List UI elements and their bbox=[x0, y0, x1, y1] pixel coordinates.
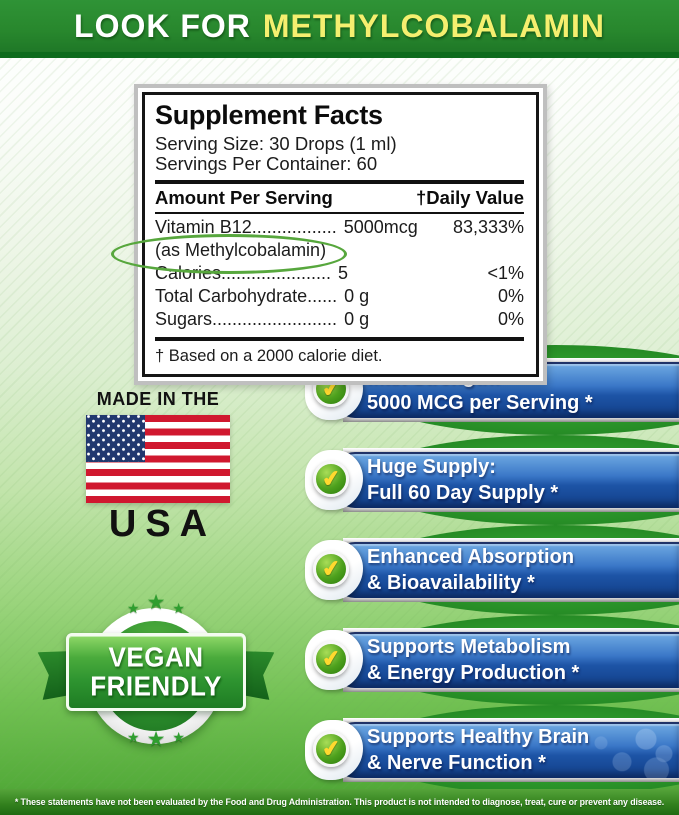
benefit-banner-huge-supply: ✔ Huge Supply: Full 60 Day Supply * bbox=[305, 435, 679, 525]
row-amount: 5000mcg bbox=[343, 217, 418, 238]
flag-canton bbox=[86, 415, 145, 463]
silver-bar bbox=[343, 538, 679, 544]
serving-size: Serving Size: 30 Drops (1 ml) bbox=[155, 133, 397, 154]
checkmark-icon: ✔ bbox=[313, 461, 349, 497]
silver-bar bbox=[343, 448, 679, 454]
benefit-banner-enhanced-absorption: ✔ Enhanced Absorption & Bioavailability … bbox=[305, 525, 679, 615]
top-banner-prefix: LOOK FOR bbox=[74, 8, 251, 44]
silver-bar bbox=[343, 506, 679, 512]
benefit-banner-supports-metabolism: ✔ Supports Metabolism & Energy Productio… bbox=[305, 615, 679, 705]
made-in-usa-block: MADE IN THE USA bbox=[78, 389, 238, 543]
supplement-facts-title: Supplement Facts bbox=[155, 100, 383, 130]
decorative-floral-pattern bbox=[529, 724, 679, 778]
vegan-label: VEGAN bbox=[108, 641, 204, 673]
row-amount: 5 bbox=[338, 263, 349, 284]
row-label: Sugars......................... bbox=[155, 309, 338, 330]
star-icon: ★ bbox=[146, 591, 166, 614]
supplement-facts-inner: Supplement Facts Serving Size: 30 Drops … bbox=[111, 92, 539, 377]
star-icon: ★ bbox=[127, 600, 140, 616]
benefit-line1: Supports Metabolism bbox=[367, 636, 571, 658]
table-row-total-carbohydrate: Total Carbohydrate...... 0 g 0% bbox=[155, 285, 524, 308]
silver-bar bbox=[343, 628, 679, 634]
benefit-line1: Enhanced Absorption bbox=[367, 546, 575, 568]
calorie-diet-footnote: † Based on a 2000 calorie diet. bbox=[155, 347, 383, 366]
silver-bar bbox=[343, 718, 679, 724]
badge-ribbon: VEGAN FRIENDLY bbox=[66, 633, 246, 711]
benefit-line1: Supports Healthy Brain bbox=[367, 726, 590, 748]
blue-ribbon bbox=[335, 722, 679, 778]
divider bbox=[155, 212, 524, 215]
row-dv: 83,333% bbox=[452, 217, 524, 238]
divider bbox=[155, 179, 524, 184]
badge-stars-top: ★ ★ ★ bbox=[40, 590, 272, 616]
row-dv: <1% bbox=[487, 263, 524, 284]
friendly-label: FRIENDLY bbox=[90, 670, 222, 702]
benefit-line2: & Energy Production * bbox=[367, 662, 580, 684]
star-icon: ★ bbox=[172, 600, 185, 616]
usa-flag-icon bbox=[86, 415, 230, 503]
top-banner-highlight: METHYLCOBALAMIN bbox=[262, 8, 605, 44]
fda-disclaimer-bar: * These statements have not been evaluat… bbox=[0, 789, 679, 815]
amount-per-serving-header: Amount Per Serving bbox=[155, 186, 333, 208]
row-label: Calories...................... bbox=[155, 263, 332, 284]
benefit-text: Huge Supply: Full 60 Day Supply * bbox=[367, 454, 558, 506]
check-glyph: ✔ bbox=[320, 464, 342, 493]
table-row-calories: Calories...................... 5 <1% bbox=[155, 262, 524, 285]
star-icon: ★ bbox=[127, 729, 140, 745]
check-glyph: ✔ bbox=[320, 554, 342, 583]
checkmark-icon: ✔ bbox=[313, 641, 349, 677]
row-dv bbox=[326, 239, 524, 262]
made-in-the-label: MADE IN THE bbox=[96, 389, 220, 409]
blue-ribbon bbox=[335, 452, 679, 508]
benefit-text: Supports Metabolism & Energy Production … bbox=[367, 634, 579, 686]
row-label: Total Carbohydrate...... bbox=[155, 286, 338, 307]
badge-stars-bottom: ★ ★ ★ bbox=[40, 727, 272, 752]
checkmark-icon: ✔ bbox=[313, 551, 349, 587]
benefit-line2: & Nerve Function * bbox=[367, 752, 546, 774]
row-amount: 0 g bbox=[344, 309, 370, 330]
silver-bar bbox=[343, 686, 679, 692]
divider bbox=[155, 337, 524, 342]
benefit-line2: Full 60 Day Supply * bbox=[367, 482, 559, 504]
benefit-text: Enhanced Absorption & Bioavailability * bbox=[367, 544, 574, 596]
row-amount: 0 g bbox=[344, 286, 370, 307]
row-label: (as Methylcobalamin) bbox=[155, 240, 327, 261]
silver-bar bbox=[343, 776, 679, 782]
top-banner: LOOK FOR METHYLCOBALAMIN bbox=[0, 0, 679, 58]
table-row-sugars: Sugars......................... 0 g 0% bbox=[155, 308, 524, 331]
star-icon: ★ bbox=[172, 729, 185, 745]
benefit-line1: Huge Supply: bbox=[367, 456, 496, 478]
fda-disclaimer-text: * These statements have not been evaluat… bbox=[14, 797, 665, 807]
benefit-text: Supports Healthy Brain & Nerve Function … bbox=[367, 724, 589, 776]
star-icon: ★ bbox=[146, 728, 166, 751]
table-row-methylcobalamin: (as Methylcobalamin) bbox=[111, 234, 524, 275]
servings-per-container: Servings Per Container: 60 bbox=[155, 152, 378, 174]
row-dv: 0% bbox=[497, 309, 524, 330]
silver-bar bbox=[343, 596, 679, 602]
table-row-vitamin-b12: Vitamin B12................. 5000mcg 83,… bbox=[155, 216, 524, 239]
facts-header-row: Amount Per Serving †Daily Value bbox=[155, 187, 524, 209]
usa-label: USA bbox=[108, 503, 217, 545]
check-glyph: ✔ bbox=[320, 644, 342, 673]
supplement-facts-panel: Supplement Facts Serving Size: 30 Drops … bbox=[111, 84, 547, 385]
vegan-friendly-badge: ★ ★ ★ VEGAN FRIENDLY ★ ★ ★ bbox=[40, 588, 272, 752]
daily-value-header: †Daily Value bbox=[416, 186, 524, 208]
blue-ribbon bbox=[335, 632, 679, 688]
check-glyph: ✔ bbox=[320, 734, 342, 763]
benefit-line2: & Bioavailability * bbox=[367, 572, 535, 594]
benefit-banner-supports-brain: ✔ Supports Healthy Brain & Nerve Functio… bbox=[305, 705, 679, 795]
blue-ribbon bbox=[335, 542, 679, 598]
row-label: Vitamin B12................. bbox=[155, 217, 337, 238]
benefit-line2: 5000 MCG per Serving * bbox=[367, 392, 593, 414]
checkmark-icon: ✔ bbox=[313, 731, 349, 767]
row-dv: 0% bbox=[497, 286, 524, 307]
silver-bar bbox=[343, 416, 679, 422]
